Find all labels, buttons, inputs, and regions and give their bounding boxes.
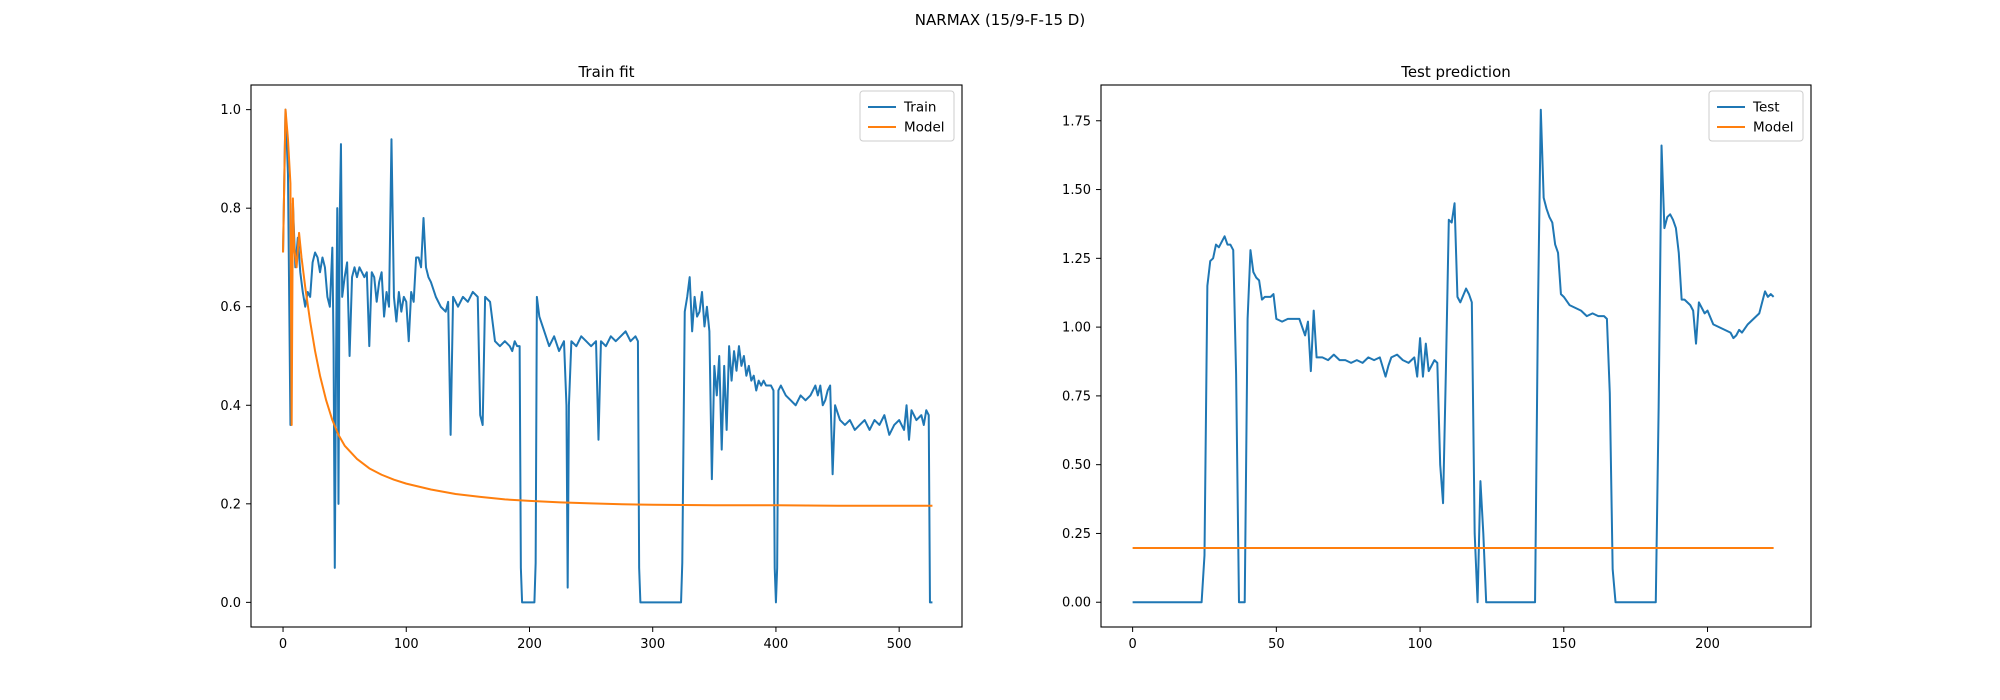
y-tick-label: 1.0 — [220, 103, 241, 118]
y-tick-label: 0.75 — [1062, 389, 1091, 404]
figure-title: NARMAX (15/9-F-15 D) — [914, 11, 1086, 29]
subplot-title: Test prediction — [1400, 63, 1511, 81]
legend-label-test: Test — [1752, 100, 1780, 116]
y-tick-label: 0.8 — [220, 202, 241, 217]
y-tick-label: 0.50 — [1062, 458, 1091, 473]
series-line-test — [1132, 108, 1775, 604]
x-tick-label: 150 — [1551, 637, 1576, 652]
legend-label-train: Train — [903, 100, 936, 116]
x-tick-label: 100 — [394, 637, 419, 652]
legend-box — [1708, 90, 1804, 142]
series-line-train — [282, 108, 933, 604]
y-tick-label: 0.4 — [220, 399, 241, 414]
legend: Train Model — [859, 90, 955, 142]
y-tick-label: 0.25 — [1062, 527, 1091, 542]
axes-frame — [250, 84, 963, 628]
subplot-2: Test prediction 0 50 100 150 200 0.00 0.25 0.50 0… — [1062, 63, 1812, 652]
axes-frame — [1100, 84, 1812, 628]
legend: Test Model — [1708, 90, 1804, 142]
x-tick-label: 300 — [640, 637, 665, 652]
y-tick-label: 1.25 — [1062, 252, 1091, 267]
x-tick-label: 0 — [279, 637, 287, 652]
subplot-1: Train fit 0 100 200 300 400 500 0.0 0.2 0.4 0.6 0.8… — [220, 63, 963, 652]
x-tick-label: 500 — [887, 637, 912, 652]
y-tick-label: 1.75 — [1062, 114, 1091, 129]
legend-label-model: Model — [904, 120, 945, 136]
x-tick-label: 0 — [1128, 637, 1136, 652]
y-tick-label: 0.6 — [220, 300, 241, 315]
x-tick-label: 100 — [1408, 637, 1433, 652]
y-tick-label: 0.0 — [220, 596, 241, 611]
series-line-model — [282, 108, 933, 507]
y-tick-label: 1.00 — [1062, 321, 1091, 336]
y-tick-label: 0.00 — [1062, 596, 1091, 611]
x-tick-label: 200 — [1695, 637, 1720, 652]
subplot-title: Train fit — [577, 63, 634, 81]
legend-label-model: Model — [1753, 120, 1794, 136]
x-tick-label: 50 — [1268, 637, 1285, 652]
y-tick-label: 0.2 — [220, 497, 241, 512]
y-tick-label: 1.50 — [1062, 183, 1091, 198]
x-tick-label: 400 — [764, 637, 789, 652]
legend-box — [859, 90, 955, 142]
x-tick-label: 200 — [517, 637, 542, 652]
